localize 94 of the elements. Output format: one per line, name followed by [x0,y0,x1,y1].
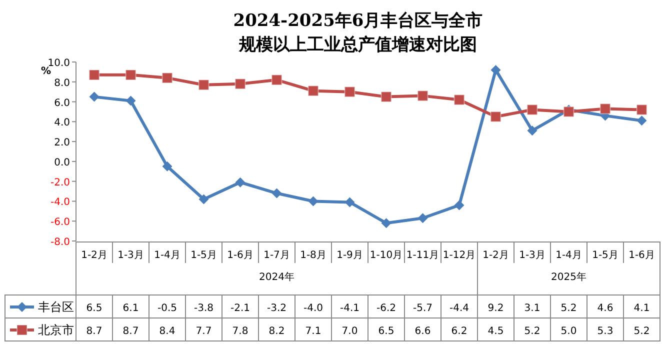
data-label: 3.1 [524,303,540,314]
data-label: 6.5 [378,326,394,337]
x-tick-label: 1-8月 [300,250,326,261]
data-label: -4.4 [449,303,470,314]
point [89,92,100,102]
x-tick-label: 1-11月 [406,250,440,261]
point [454,94,465,106]
data-label: 5.2 [560,303,577,314]
point [308,85,319,96]
data-label: -4.0 [303,303,324,314]
point [418,213,428,224]
x-tick-label: 1-7月 [264,250,290,261]
data-label: 6.6 [414,326,431,337]
y-axis-title: % [40,66,52,77]
data-label: 4.5 [488,326,504,337]
point [344,197,355,208]
chart-title: 2024-2025年6月丰台区与全市规模以上工业总产值增速对比图 [233,11,483,55]
x-tick-label: 1-2月 [482,250,509,261]
point [162,161,172,172]
data-label: -3.2 [266,303,287,314]
point [636,104,648,116]
data-label: -5.7 [412,303,433,314]
x-tick-label: 1-3月 [118,250,144,261]
data-label: 7.7 [196,326,212,337]
y-tick-label: 6.0 [54,98,70,109]
text: 2024年 [259,271,294,283]
x-tick-label: 1-12月 [442,250,476,261]
x-tick-label: 1-6月 [227,250,254,261]
point [417,90,428,102]
x-tick-label: 1-4月 [154,250,180,261]
data-label: -3.8 [194,303,214,314]
point [88,69,100,80]
data-label: 6.2 [451,326,468,337]
data-label: 5.2 [634,326,650,337]
point [563,106,574,118]
data-label: -6.2 [376,303,396,314]
y-tick-label: -2.0 [50,177,70,188]
point [125,69,136,80]
point [235,177,246,188]
point [454,200,464,210]
data-label: 8.4 [159,326,176,337]
y-tick-label: 10.0 [48,58,70,69]
point [381,218,392,228]
x-tick-label: 1-3月 [519,250,546,261]
data-label: -2.1 [230,303,250,314]
data-label: 4.1 [634,303,650,314]
text: 2025年 [551,271,586,283]
point [162,72,173,84]
y-tick-label: 0.0 [54,157,70,168]
x-tick-label: 1-5月 [592,250,618,261]
y-tick-label: -8.0 [50,237,70,248]
data-label: 6.5 [86,303,102,314]
point [198,79,210,90]
point [308,196,318,206]
data-label: -0.5 [157,303,178,314]
point [272,188,282,198]
data-label: 8.7 [122,326,139,337]
point [198,194,209,204]
x-tick-label: 1-10月 [370,250,403,261]
point [527,126,538,136]
point [490,111,502,122]
data-label: 9.2 [488,303,504,314]
x-tick-label: 1-6月 [628,250,655,261]
y-tick-label: -6.0 [50,217,70,228]
y-tick-label: 4.0 [54,118,70,129]
point [234,78,246,90]
data-label: 5.2 [524,326,540,337]
point [636,116,647,126]
point [271,74,282,86]
data-label: 6.1 [122,303,139,314]
x-tick-label: 1-5月 [190,250,217,261]
point [600,103,611,114]
x-tick-label: 1-4月 [556,250,582,261]
y-tick-label: 2.0 [54,138,70,149]
legend-label: 丰台区 [38,300,74,314]
y-tick-label: 8.0 [54,78,70,89]
point [526,104,538,116]
data-label: -4.1 [340,303,360,314]
data-label: 7.1 [305,326,322,337]
x-tick-label: 1-9月 [336,250,363,261]
data-label: 5.3 [597,326,614,337]
legend-label: 北京市 [38,323,74,337]
point [344,86,356,98]
data-label: 7.8 [232,326,248,337]
point [126,96,136,106]
data-label: 8.7 [86,326,102,337]
data-label: 4.6 [597,303,614,314]
point [380,91,392,102]
data-label: 7.0 [342,326,358,337]
x-tick-label: 1-2月 [81,250,108,261]
data-label: 5.0 [560,326,577,337]
data-label: 8.2 [268,326,285,337]
y-tick-label: -4.0 [50,197,70,208]
point [490,64,501,75]
